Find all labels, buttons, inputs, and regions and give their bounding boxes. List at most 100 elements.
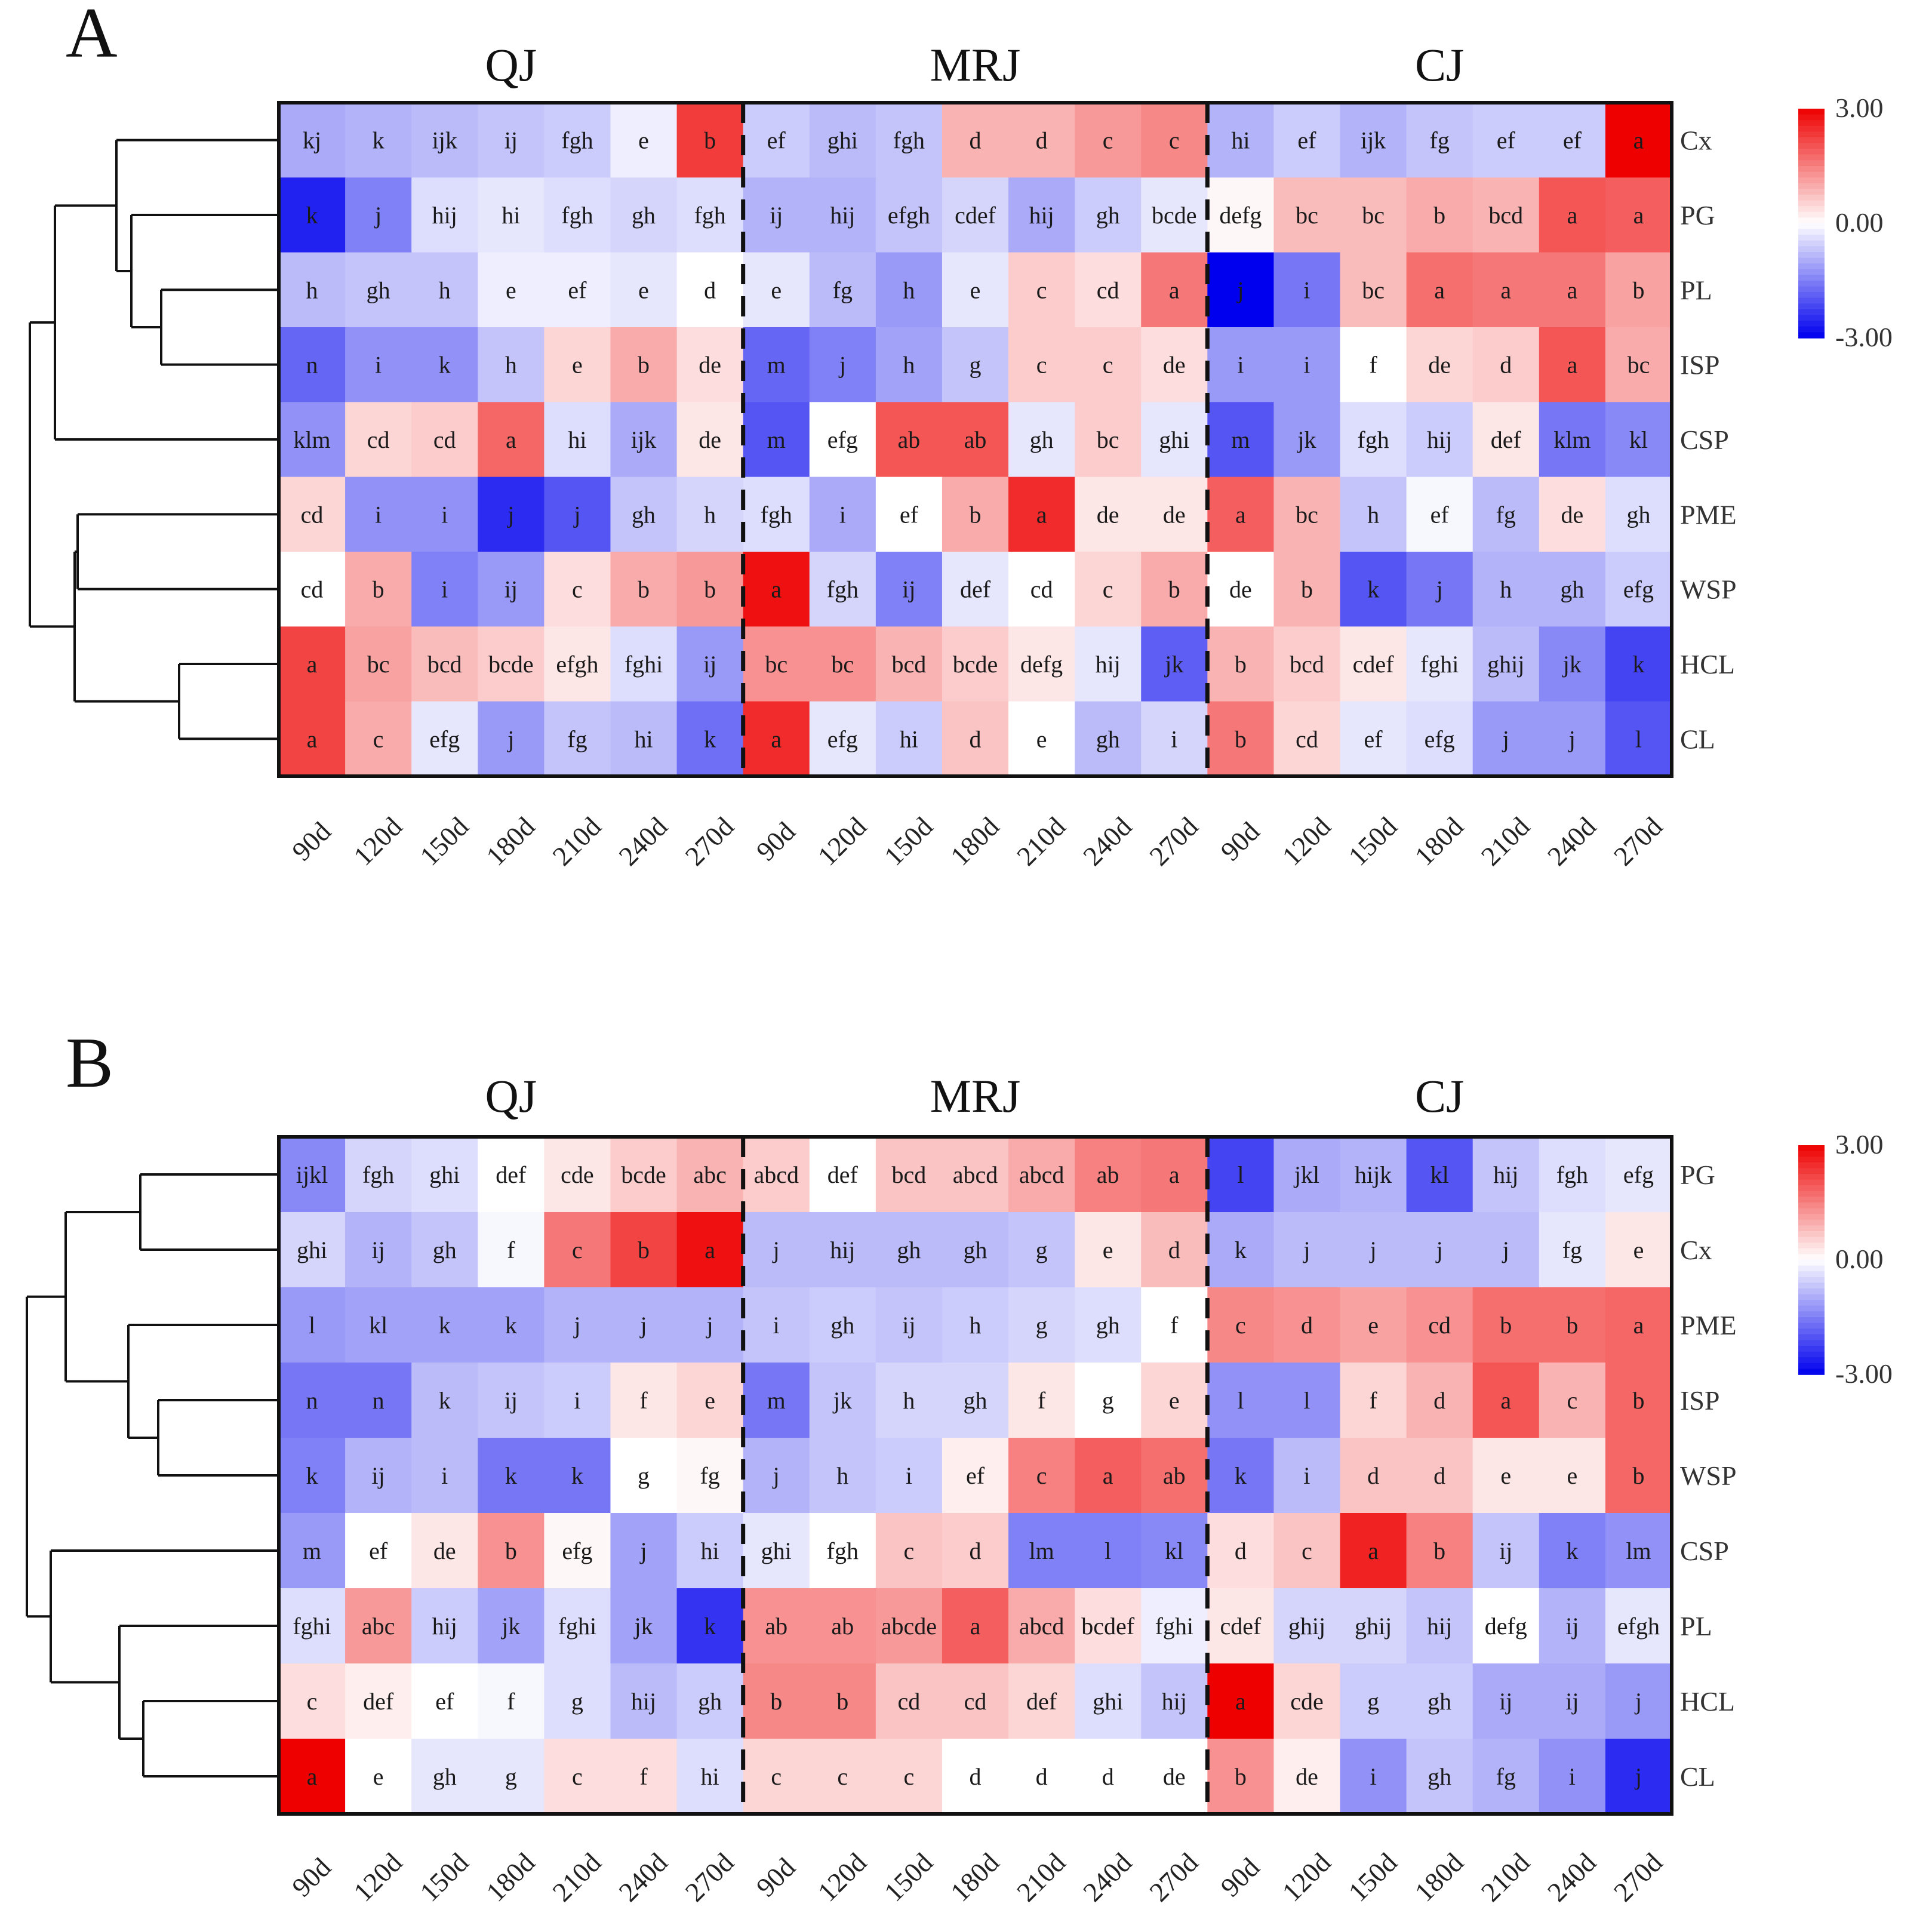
heatmap-cell	[279, 701, 346, 777]
heatmap-cell	[1406, 177, 1473, 253]
colorbar-swatch	[1798, 125, 1825, 133]
heatmap-cell	[1008, 1287, 1075, 1363]
cell-letter: abc	[693, 1161, 727, 1188]
colorbar-swatch	[1798, 143, 1825, 149]
cell-letter: h	[836, 1462, 848, 1489]
cell-letter: gh	[964, 1387, 987, 1414]
heatmap-cell	[544, 701, 611, 777]
heatmap-cell	[1340, 1287, 1407, 1363]
heatmap-cell	[1141, 1588, 1208, 1664]
colorbar-swatch	[1798, 1151, 1825, 1157]
cell-letter: g	[1102, 1387, 1114, 1414]
heatmap-cell	[411, 1739, 478, 1815]
colorbar-swatch	[1798, 206, 1825, 213]
heatmap-cell	[544, 1363, 611, 1438]
colorbar-swatch	[1798, 309, 1825, 316]
cell-letter: b	[1632, 1462, 1644, 1489]
heatmap-cell	[875, 1287, 943, 1363]
cell-letter: j	[1502, 725, 1509, 752]
heatmap-cell	[1472, 1663, 1540, 1739]
cell-letter: hi	[502, 202, 520, 229]
heatmap-cell	[1539, 1287, 1606, 1363]
heatmap-cell	[743, 1137, 810, 1213]
cell-letter: fgh	[561, 202, 593, 229]
cell-letter: ef	[767, 127, 786, 154]
cell-letter: ef	[435, 1688, 454, 1715]
cell-letter: ij	[902, 576, 915, 603]
cell-letter: e	[638, 127, 649, 154]
cell-letter: b	[1301, 576, 1313, 603]
cell-letter: fgh	[561, 127, 593, 154]
cell-letter: bc	[1296, 501, 1318, 528]
heatmap-cell	[610, 476, 678, 552]
group-label-cj: CJ	[1415, 39, 1464, 91]
heatmap-cell	[610, 1513, 678, 1589]
heatmap-cell	[1141, 1663, 1208, 1739]
heatmap-cell	[1207, 1137, 1275, 1213]
cell-letter: j	[639, 1537, 647, 1564]
cell-letter: ij	[504, 576, 518, 603]
heatmap-cell	[1075, 701, 1142, 777]
heatmap-cell	[875, 1513, 943, 1589]
colorbar-swatch	[1798, 171, 1825, 178]
row-label-isp: ISP	[1680, 350, 1719, 380]
colorbar-swatch	[1798, 303, 1825, 310]
heatmap-cell	[345, 252, 412, 328]
colorbar-label: 0.00	[1835, 1244, 1884, 1274]
group-label-mrj: MRJ	[930, 1070, 1021, 1122]
cell-letter: m	[767, 352, 786, 379]
heatmap-cell	[676, 552, 744, 627]
cell-letter: hij	[830, 202, 855, 229]
cell-letter: bc	[1296, 202, 1318, 229]
cell-letter: j	[772, 1462, 780, 1489]
colorbar-swatch	[1798, 1214, 1825, 1220]
heatmap-cell	[610, 626, 678, 702]
heatmap-cell	[1340, 552, 1407, 627]
cell-letter: j	[1369, 1237, 1377, 1263]
cell-letter: fghi	[1155, 1613, 1193, 1640]
cell-letter: b	[505, 1537, 517, 1564]
cell-letter: j	[1634, 1688, 1642, 1715]
cell-letter: j	[573, 501, 580, 528]
heatmap-cell	[345, 1588, 412, 1664]
cell-letter: c	[1036, 1462, 1047, 1489]
colorbar-swatch	[1798, 1294, 1825, 1300]
colorbar-swatch	[1798, 315, 1825, 321]
heatmap-cell	[676, 1363, 744, 1438]
colorbar-swatch	[1798, 131, 1825, 138]
heatmap-cell	[1141, 1363, 1208, 1438]
heatmap-cell	[1273, 103, 1341, 178]
cell-letter: c	[1103, 127, 1113, 154]
cell-letter: n	[306, 352, 318, 379]
heatmap-cell	[743, 1287, 810, 1363]
cell-letter: fg	[567, 725, 587, 752]
colorbar-swatch	[1798, 223, 1825, 230]
cell-letter: abcde	[881, 1613, 937, 1640]
heatmap-cell	[1472, 402, 1540, 478]
heatmap-cell	[1605, 1438, 1672, 1514]
heatmap-cell	[1008, 701, 1075, 777]
row-label-csp: CSP	[1680, 425, 1729, 455]
heatmap-cell	[743, 103, 810, 178]
heatmap-cell	[1406, 1739, 1473, 1815]
heatmap-cell	[1207, 701, 1275, 777]
cell-letter: fghi	[1420, 651, 1459, 678]
cell-letter: e	[506, 276, 516, 303]
heatmap-cell	[411, 552, 478, 627]
cell-letter: j	[374, 202, 382, 229]
colorbar-label: -3.00	[1835, 322, 1893, 352]
heatmap-cell	[676, 626, 744, 702]
cell-letter: a	[506, 426, 516, 453]
cell-letter: d	[1433, 1462, 1445, 1489]
heatmap-cell	[279, 1212, 346, 1288]
heatmap-cell	[1340, 476, 1407, 552]
heatmap-cell	[544, 1438, 611, 1514]
heatmap-cell	[1406, 402, 1473, 478]
cell-letter: n	[306, 1387, 318, 1414]
cell-letter: bc	[1628, 352, 1650, 379]
cell-letter: c	[572, 1763, 583, 1790]
heatmap-cell	[676, 1663, 744, 1739]
heatmap-cell	[1472, 103, 1540, 178]
colorbar-swatch	[1798, 1346, 1825, 1352]
heatmap-cell	[1075, 252, 1142, 328]
